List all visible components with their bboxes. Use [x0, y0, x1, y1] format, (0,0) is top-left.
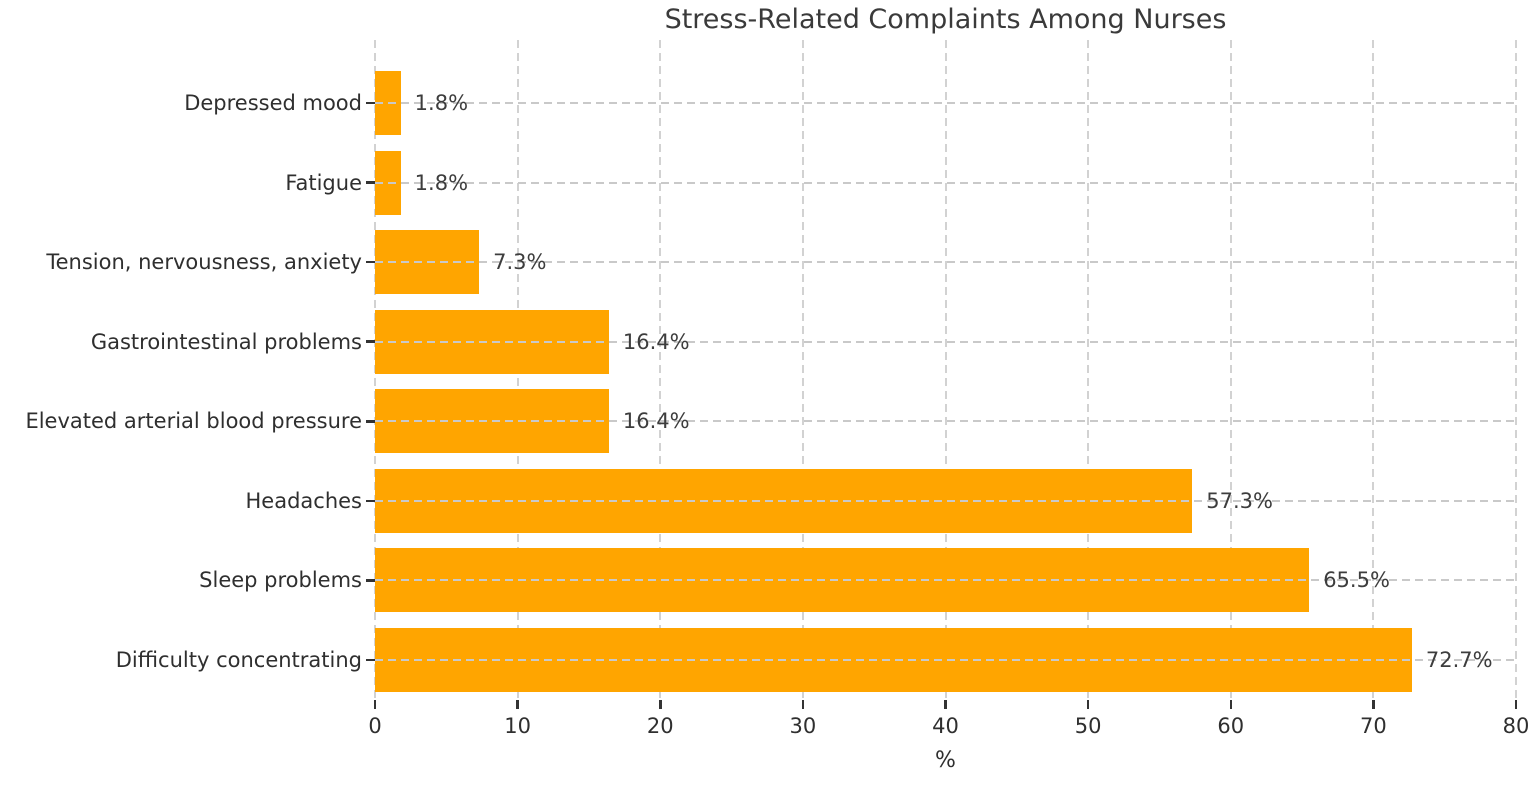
y-tick	[366, 579, 375, 582]
x-tick-label: 0	[368, 714, 382, 738]
y-axis-label: Difficulty concentrating	[115, 647, 362, 672]
x-tick	[1372, 700, 1375, 709]
plot-area	[366, 40, 1518, 709]
y-tick	[366, 658, 375, 662]
v-gridline	[944, 40, 947, 700]
v-gridline	[659, 40, 662, 700]
v-gridline	[1372, 40, 1375, 700]
h-gridline	[375, 658, 1516, 661]
x-tick	[516, 700, 519, 709]
h-gridline	[375, 340, 1516, 343]
x-tick-label: 50	[1074, 714, 1102, 738]
y-axis-label: Depressed mood	[184, 91, 362, 115]
x-tick	[373, 700, 377, 709]
bar-value-label: 57.3%	[1206, 488, 1273, 513]
h-gridline	[375, 420, 1516, 423]
x-tick	[1086, 700, 1090, 709]
x-tick-label: 10	[504, 714, 531, 738]
bar-value-label: 65.5%	[1323, 568, 1390, 593]
x-tick	[944, 700, 947, 709]
bar-value-label: 16.4%	[622, 409, 690, 434]
bar-value-label: 72.7%	[1425, 647, 1493, 672]
v-gridline	[1229, 40, 1232, 700]
v-gridline	[1515, 40, 1517, 700]
x-tick-label: 60	[1217, 714, 1245, 738]
h-gridline	[375, 181, 1516, 184]
y-tick	[366, 340, 375, 343]
v-gridline	[801, 40, 804, 700]
h-gridline	[375, 499, 1516, 502]
y-tick	[366, 181, 375, 184]
x-tick-label: 20	[646, 714, 674, 738]
y-axis-label: Gastrointestinal problems	[90, 329, 362, 354]
y-axis-label: Headaches	[245, 488, 363, 513]
x-tick-label: 80	[1502, 714, 1530, 738]
y-tick	[366, 260, 375, 264]
y-tick	[366, 420, 375, 423]
bar-value-label: 1.8%	[414, 91, 469, 115]
y-axis-label: Fatigue	[285, 170, 362, 195]
h-gridline	[375, 261, 1516, 264]
x-tick	[1229, 700, 1232, 709]
h-gridline	[375, 579, 1516, 582]
h-gridline	[375, 102, 1516, 104]
x-axis-label: %	[935, 748, 956, 773]
y-axis-label: Tension, nervousness, anxiety	[46, 250, 362, 275]
x-tick-label: 70	[1360, 714, 1387, 738]
x-tick-label: 40	[932, 714, 959, 738]
bar-value-label: 1.8%	[414, 170, 469, 195]
x-tick-label: 30	[789, 714, 817, 738]
v-gridline	[1087, 40, 1090, 700]
y-axis-label: Elevated arterial blood pressure	[25, 409, 362, 434]
y-tick	[366, 101, 375, 105]
bar-value-label: 7.3%	[493, 250, 547, 275]
y-axis-label: Sleep problems	[199, 568, 362, 593]
chart-title: Stress-Related Complaints Among Nurses	[664, 4, 1227, 35]
x-tick	[801, 700, 805, 709]
bar-value-label: 16.4%	[622, 329, 690, 354]
y-tick	[366, 499, 375, 503]
x-tick	[659, 700, 662, 709]
x-tick	[1514, 700, 1518, 709]
